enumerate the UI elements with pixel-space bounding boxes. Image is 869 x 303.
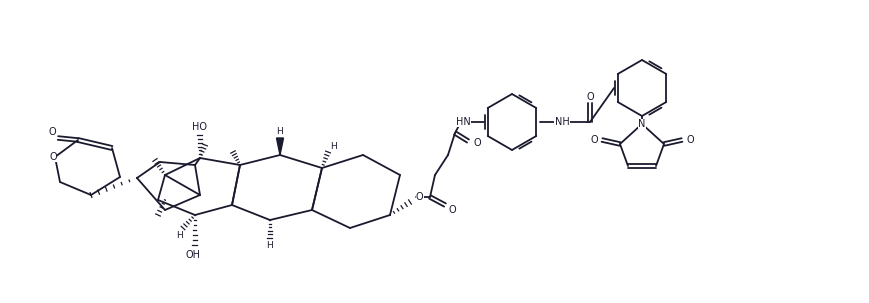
- Text: O: O: [48, 127, 56, 137]
- Text: H: H: [330, 142, 337, 152]
- Text: H: H: [276, 128, 283, 136]
- Polygon shape: [276, 138, 283, 155]
- Text: O: O: [473, 138, 481, 148]
- Text: O: O: [589, 135, 597, 145]
- Text: O: O: [448, 205, 455, 215]
- Text: NH: NH: [554, 117, 568, 127]
- Text: N: N: [638, 119, 645, 129]
- Text: O: O: [586, 92, 594, 102]
- Text: OH: OH: [185, 250, 200, 260]
- Text: HO: HO: [192, 122, 208, 132]
- Text: H: H: [266, 241, 273, 251]
- Text: O: O: [415, 192, 423, 202]
- Text: H: H: [176, 231, 183, 239]
- Text: HN: HN: [455, 117, 470, 127]
- Text: O: O: [50, 152, 56, 162]
- Text: O: O: [686, 135, 693, 145]
